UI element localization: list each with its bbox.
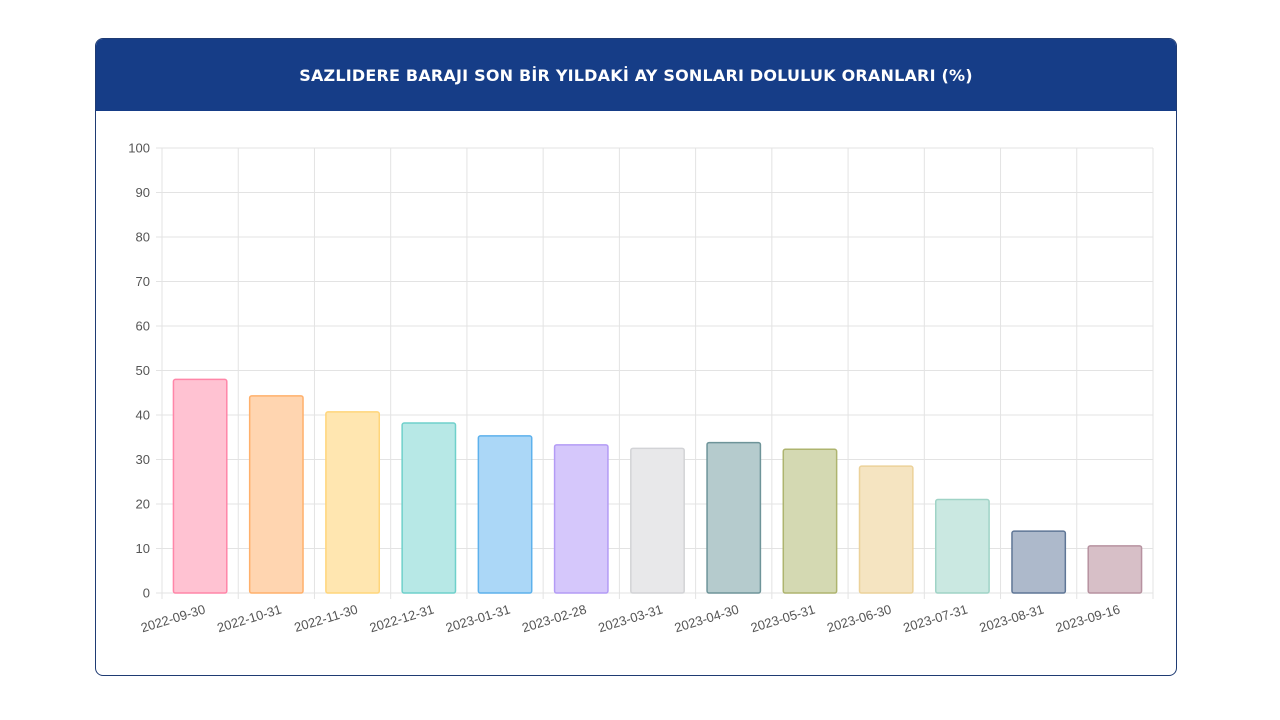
bar — [325, 411, 381, 594]
x-tick-label: 2023-01-31 — [444, 602, 512, 636]
x-tick-label: 2023-07-31 — [901, 602, 969, 636]
y-tick-label: 0 — [143, 586, 150, 601]
x-tick-label: 2022-12-31 — [368, 602, 436, 636]
x-tick-label: 2023-09-16 — [1054, 602, 1122, 636]
x-tick-label: 2023-05-31 — [749, 602, 817, 636]
y-tick-label: 50 — [136, 363, 150, 378]
x-tick-label: 2023-06-30 — [825, 602, 893, 636]
y-tick-label: 30 — [136, 452, 150, 467]
y-tick-label: 40 — [136, 408, 150, 423]
x-tick-label: 2023-08-31 — [978, 602, 1046, 636]
y-tick-label: 60 — [136, 319, 150, 334]
bar — [1087, 545, 1143, 594]
bar — [782, 448, 838, 594]
bar — [553, 444, 609, 594]
chart-title: SAZLIDERE BARAJI SON BİR YILDAKİ AY SONL… — [299, 65, 973, 85]
y-tick-label: 80 — [136, 230, 150, 245]
x-tick-label: 2022-10-31 — [215, 602, 283, 636]
bar — [1011, 530, 1067, 594]
y-tick-label: 70 — [136, 274, 150, 289]
bar — [401, 422, 457, 594]
bar — [706, 441, 762, 594]
x-tick-label: 2023-04-30 — [673, 602, 741, 636]
y-tick-label: 100 — [128, 141, 150, 156]
bar — [248, 395, 304, 594]
bar — [630, 447, 685, 594]
x-tick-label: 2023-03-31 — [596, 602, 664, 636]
chart-header: SAZLIDERE BARAJI SON BİR YILDAKİ AY SONL… — [96, 39, 1176, 111]
bar — [858, 465, 914, 594]
y-tick-label: 90 — [136, 185, 150, 200]
bar — [172, 378, 228, 594]
x-tick-label: 2022-11-30 — [292, 602, 359, 636]
x-tick-label: 2023-02-28 — [520, 602, 588, 636]
y-tick-label: 20 — [136, 497, 150, 512]
x-tick-label: 2022-09-30 — [139, 602, 207, 636]
y-tick-label: 10 — [136, 541, 150, 556]
bar — [934, 498, 990, 594]
bar — [477, 435, 533, 594]
